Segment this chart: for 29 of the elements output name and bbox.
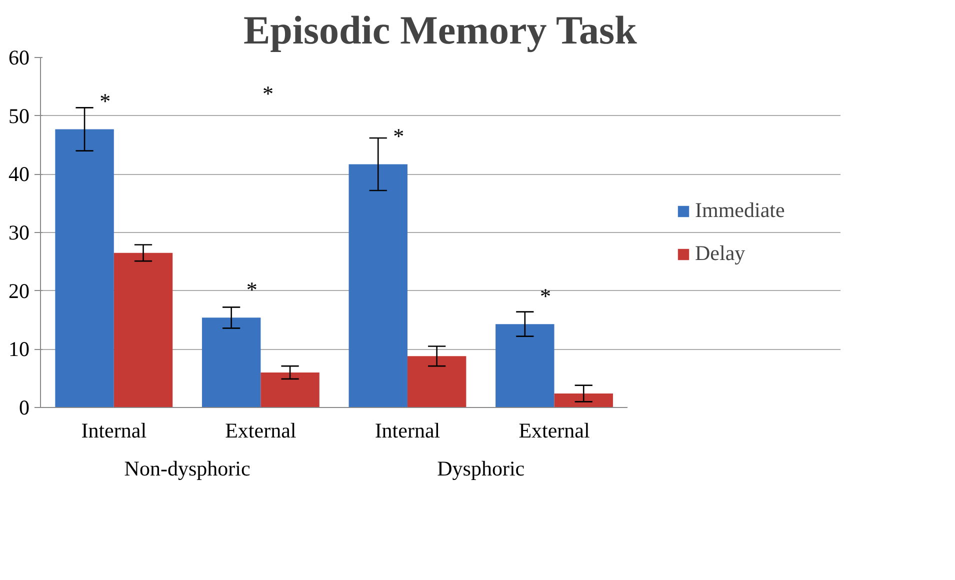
annotation: * bbox=[393, 124, 404, 148]
x-tick-label: External bbox=[518, 418, 590, 442]
x-tick-label: Internal bbox=[374, 418, 440, 442]
y-tick-label: 40 bbox=[8, 162, 30, 186]
annotation: * bbox=[246, 276, 258, 302]
y-tick-label: 50 bbox=[8, 104, 30, 128]
bar bbox=[407, 356, 466, 408]
bar bbox=[202, 318, 261, 408]
chart-title: Episodic Memory Task bbox=[243, 8, 638, 52]
y-tick-label: 30 bbox=[8, 220, 30, 244]
annotation: * bbox=[100, 88, 111, 114]
legend-label: Delay bbox=[695, 241, 746, 266]
legend-label: Immediate bbox=[695, 198, 786, 223]
y-tick-label: 10 bbox=[8, 337, 30, 362]
text: Dysphoric bbox=[437, 456, 525, 480]
bar bbox=[55, 129, 114, 408]
y-tick-label: 60 bbox=[8, 46, 30, 70]
annotation: * bbox=[540, 283, 551, 308]
text: Non-dysphoric bbox=[124, 456, 250, 480]
bar bbox=[554, 394, 613, 408]
bar bbox=[496, 324, 554, 408]
y-tick-label: 20 bbox=[8, 278, 30, 303]
bar bbox=[348, 164, 408, 408]
bar bbox=[260, 372, 320, 408]
annotation: * bbox=[262, 80, 274, 106]
y-tick-label: 0 bbox=[19, 396, 30, 420]
x-tick-label: Internal bbox=[81, 418, 147, 442]
x-tick-label: External bbox=[225, 418, 296, 442]
bar bbox=[114, 252, 173, 408]
